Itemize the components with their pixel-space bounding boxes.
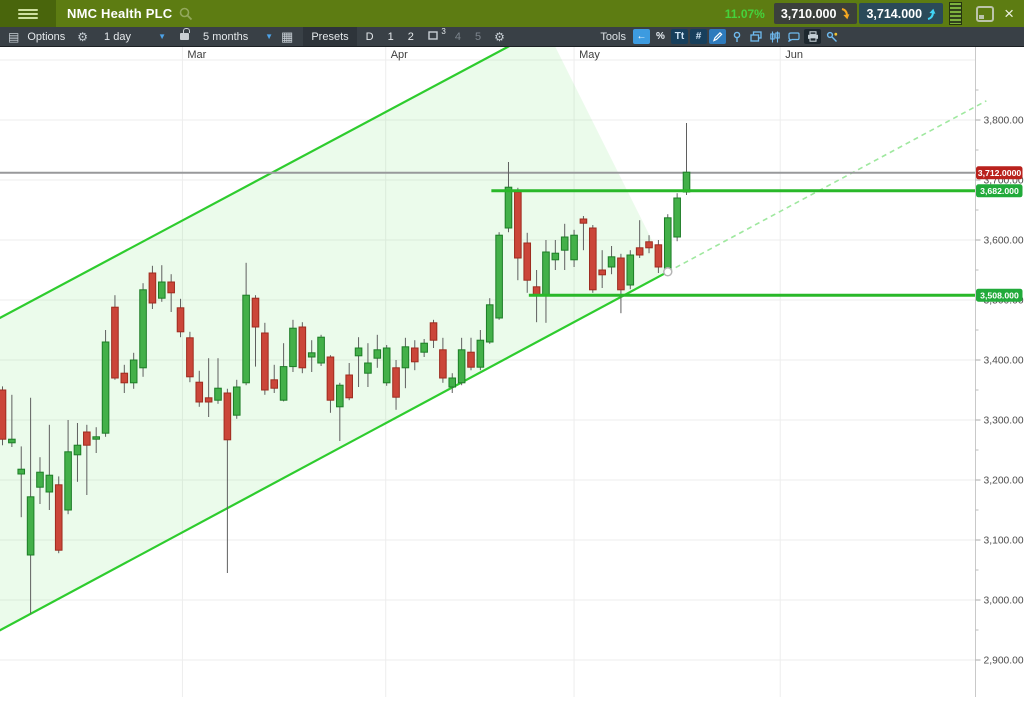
search-icon[interactable]: [179, 7, 193, 21]
instrument-title: NMC Health PLC: [67, 6, 172, 21]
pencil-draw-icon[interactable]: [709, 29, 726, 44]
preset-5-button[interactable]: 5: [470, 30, 486, 44]
svg-text:3,400.000: 3,400.000: [984, 356, 1024, 367]
svg-text:3,600.000: 3,600.000: [984, 236, 1024, 247]
price-axis[interactable]: 2,900.000 3,000.000 3,100.000 3,200.000 3,30…: [976, 46, 1024, 697]
unlock-icon[interactable]: [180, 33, 189, 40]
svg-text:3,100.000: 3,100.000: [984, 536, 1024, 547]
candlestick-type-icon[interactable]: [766, 29, 783, 44]
undo-arrow-icon[interactable]: ←: [633, 29, 650, 44]
grid-toggle-icon[interactable]: #: [690, 29, 707, 44]
gear-icon[interactable]: ⚙: [77, 31, 88, 43]
svg-text:3,682.000: 3,682.000: [980, 186, 1019, 196]
chevron-down-icon: ▼: [158, 32, 166, 41]
buy-price-button[interactable]: 3,714.000: [859, 3, 943, 24]
sell-price-button[interactable]: 3,710.000: [774, 3, 858, 24]
svg-text:3,712.0000: 3,712.0000: [978, 168, 1022, 178]
svg-text:3,508.000: 3,508.000: [980, 291, 1019, 301]
marker-pin-icon[interactable]: [728, 29, 745, 44]
list-icon[interactable]: ▤: [8, 31, 19, 43]
range-value: 5 months: [203, 31, 248, 43]
text-tool-icon[interactable]: Tt: [671, 29, 688, 44]
depth-ladder-icon[interactable]: [949, 2, 962, 25]
svg-text:3,300.000: 3,300.000: [984, 416, 1024, 427]
chevron-down-icon: ▼: [265, 32, 273, 41]
chart-toolbar: ▤ Options ⚙ 1 day ▼ 5 months ▼ ▦ Presets…: [0, 27, 1024, 47]
percent-scale-icon[interactable]: %: [652, 29, 669, 44]
current-price-tag: 3,712.0000: [976, 166, 1023, 179]
preset-daily-button[interactable]: D: [361, 30, 379, 44]
price-chart[interactable]: 2,900.000 3,000.000 3,100.000 3,200.000 3,30…: [0, 46, 1024, 697]
svg-text:3,200.000: 3,200.000: [984, 476, 1024, 487]
callout-shape-icon[interactable]: [785, 29, 802, 44]
interval-value: 1 day: [104, 31, 131, 43]
cascade-windows-icon[interactable]: [747, 29, 764, 44]
level-price-tag: 3,682.000: [976, 184, 1023, 197]
popout-window-icon[interactable]: [976, 6, 994, 22]
tools-label: Tools: [600, 31, 626, 43]
svg-text:Jun: Jun: [785, 49, 803, 61]
svg-text:May: May: [579, 49, 600, 61]
tools-group: ← % Tt #: [631, 29, 840, 44]
gear-icon[interactable]: ⚙: [494, 31, 505, 43]
svg-text:3,800.000: 3,800.000: [984, 116, 1024, 127]
key-settings-icon[interactable]: [823, 29, 840, 44]
channel-handle[interactable]: [664, 268, 672, 276]
svg-text:3,000.000: 3,000.000: [984, 596, 1024, 607]
svg-text:Mar: Mar: [187, 49, 206, 61]
buy-arrow-up-icon: [926, 8, 936, 20]
change-percent: 11.07%: [725, 7, 765, 21]
hamburger-icon: [18, 9, 38, 11]
printer-icon[interactable]: [804, 29, 821, 44]
preset-2-button[interactable]: 2: [403, 30, 419, 44]
preset-1-button[interactable]: 1: [383, 30, 399, 44]
range-dropdown[interactable]: 5 months ▼: [203, 31, 273, 43]
layout-3-icon[interactable]: 3: [423, 30, 446, 44]
calendar-icon[interactable]: ▦: [281, 31, 293, 43]
interval-dropdown[interactable]: 1 day ▼: [104, 31, 166, 43]
window-titlebar: NMC Health PLC 11.07% 3,710.000 3,714.00…: [0, 0, 1024, 27]
svg-text:2,900.000: 2,900.000: [984, 656, 1024, 667]
hamburger-menu-button[interactable]: [0, 0, 56, 27]
presets-button[interactable]: Presets: [303, 27, 356, 46]
level-price-tag: 3,508.000: [976, 289, 1023, 302]
sell-price: 3,710.000: [781, 7, 837, 21]
options-button[interactable]: Options: [27, 31, 65, 43]
sell-arrow-down-icon: [840, 8, 850, 20]
buy-price: 3,714.000: [866, 7, 922, 21]
svg-text:Apr: Apr: [391, 49, 408, 61]
preset-4-button[interactable]: 4: [450, 30, 466, 44]
close-icon[interactable]: ×: [1004, 5, 1014, 22]
